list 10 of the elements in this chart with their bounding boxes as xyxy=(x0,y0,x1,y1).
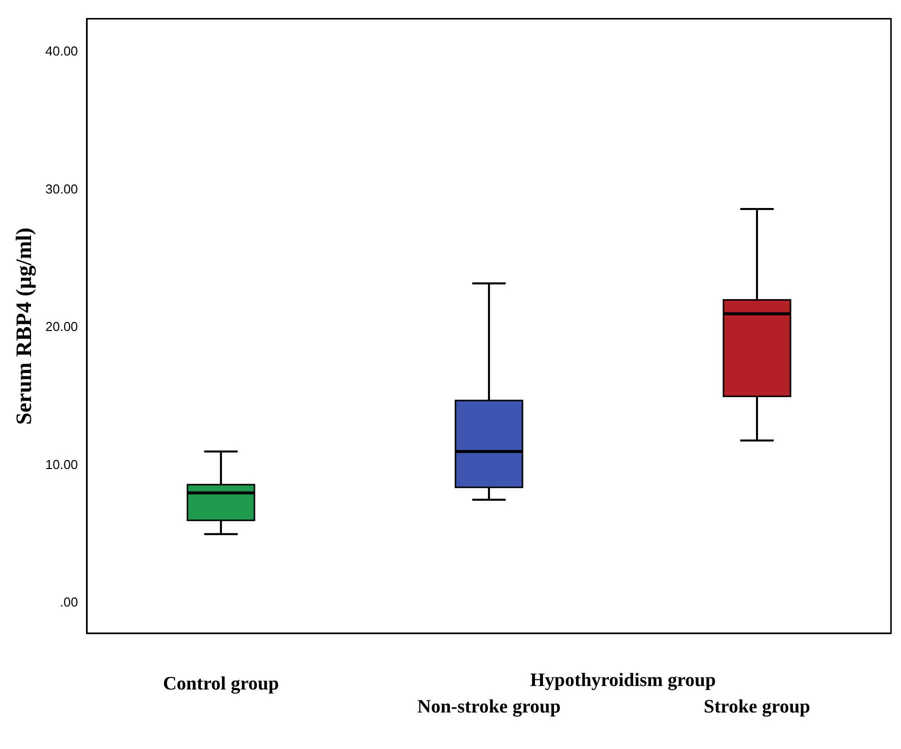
x-tick-label: Control group xyxy=(162,674,279,695)
y-tick-label: 30.00 xyxy=(45,181,78,196)
y-tick-label: 10.00 xyxy=(45,456,78,472)
y-axis-title: Serum RBP4 (µg/ml) xyxy=(10,227,36,425)
text: Hypothyroidism group xyxy=(530,670,716,691)
y-tick-label: 40.00 xyxy=(45,43,78,58)
x-tick-label: Stroke group xyxy=(704,696,810,718)
x-tick-label: Non-stroke group xyxy=(417,696,561,718)
y-tick-label: 20.00 xyxy=(45,319,78,334)
y-tick-label: .00 xyxy=(60,594,78,610)
